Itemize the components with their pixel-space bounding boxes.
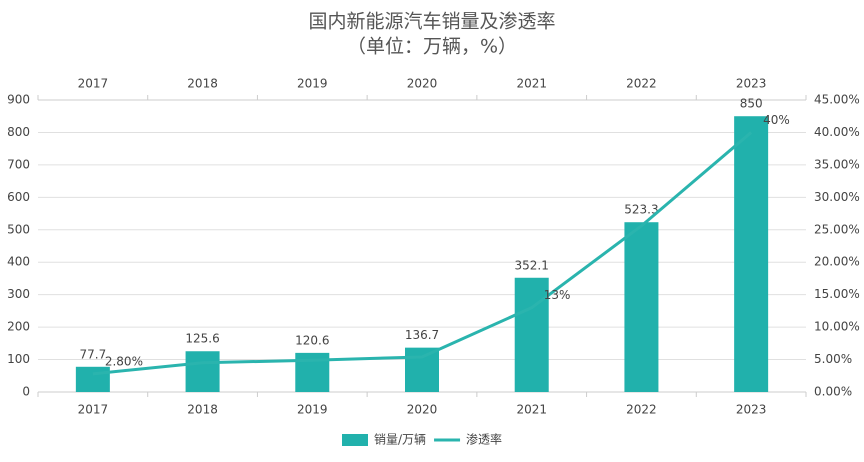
y2-tick-label: 25.00% <box>814 222 860 236</box>
line-value-label: 40% <box>763 113 790 127</box>
y2-tick-label: 45.00% <box>814 93 860 107</box>
y2-tick-label: 30.00% <box>814 190 860 204</box>
y2-tick-label: 20.00% <box>814 255 860 269</box>
bar-value-label: 120.6 <box>295 333 329 347</box>
bar-value-label: 125.6 <box>185 332 219 346</box>
y2-tick-label: 10.00% <box>814 320 860 334</box>
top-tick-label: 2021 <box>516 77 547 91</box>
y-tick-label: 900 <box>7 93 30 107</box>
bar-value-label: 523.3 <box>624 203 658 217</box>
x-tick-label: 2021 <box>516 403 547 417</box>
y2-tick-label: 0.00% <box>814 385 852 399</box>
top-tick-label: 2017 <box>78 77 109 91</box>
top-tick-label: 2018 <box>187 77 218 91</box>
bar <box>514 277 549 392</box>
line <box>92 131 753 376</box>
line-value-label: 2.80% <box>105 354 143 368</box>
y-tick-label: 300 <box>7 287 30 301</box>
chart-subtitle: （单位：万辆，%） <box>347 36 517 58</box>
bar-value-label: 352.1 <box>515 258 549 272</box>
y-tick-label: 500 <box>7 222 30 236</box>
legend-swatch <box>342 434 368 446</box>
y2-tick-label: 15.00% <box>814 287 860 301</box>
y-tick-label: 700 <box>7 157 30 171</box>
x-tick-label: 2017 <box>78 403 109 417</box>
line-value-label: 13% <box>544 288 571 302</box>
legend-label: 渗透率 <box>466 432 502 447</box>
bar-value-label: 77.7 <box>79 347 106 361</box>
bar-value-label: 136.7 <box>405 328 439 342</box>
y-tick-label: 800 <box>7 125 30 139</box>
y2-tick-label: 5.00% <box>814 352 852 366</box>
chart-title: 国内新能源汽车销量及渗透率 <box>308 11 555 33</box>
top-tick-label: 2022 <box>626 77 657 91</box>
y-tick-label: 200 <box>7 320 30 334</box>
bar <box>624 222 659 392</box>
bar-value-label: 850 <box>740 97 763 111</box>
y2-tick-label: 35.00% <box>814 157 860 171</box>
y-tick-label: 400 <box>7 255 30 269</box>
y-tick-label: 0 <box>22 385 30 399</box>
y2-tick-label: 40.00% <box>814 125 860 139</box>
bar <box>734 116 769 392</box>
x-tick-label: 2020 <box>407 403 438 417</box>
y-tick-label: 100 <box>7 352 30 366</box>
bar <box>75 366 110 392</box>
x-tick-label: 2023 <box>736 403 767 417</box>
bar <box>185 351 220 392</box>
y-tick-label: 600 <box>7 190 30 204</box>
bar <box>405 347 439 392</box>
top-tick-label: 2020 <box>407 77 438 91</box>
x-tick-label: 2019 <box>297 403 328 417</box>
top-tick-label: 2019 <box>297 77 328 91</box>
legend-label: 销量/万辆 <box>374 433 426 447</box>
x-tick-label: 2018 <box>187 403 218 417</box>
top-tick-label: 2023 <box>736 77 767 91</box>
x-tick-label: 2022 <box>626 403 657 417</box>
